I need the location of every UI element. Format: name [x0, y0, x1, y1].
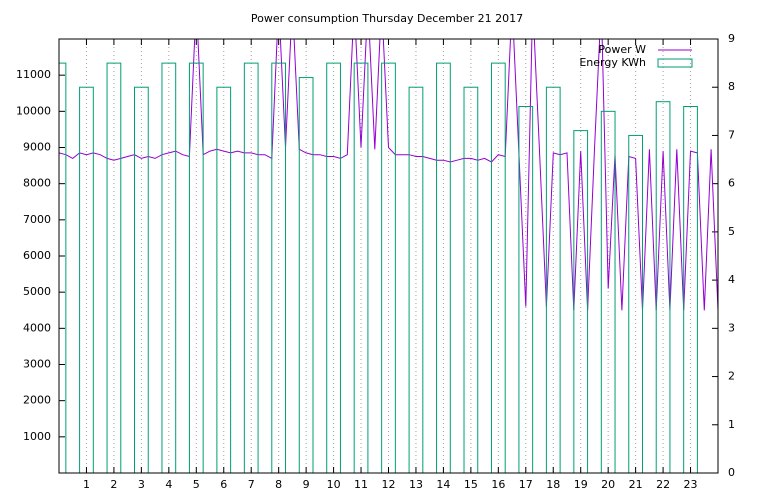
y2-tick-label: 2	[728, 370, 735, 383]
legend-label: Power W	[598, 43, 646, 56]
x-tick-label: 7	[248, 478, 255, 491]
y-tick-label: 8000	[23, 177, 51, 190]
power-line	[59, 39, 718, 311]
x-tick-label: 18	[546, 478, 560, 491]
y-tick-label: 1000	[23, 430, 51, 443]
y2-tick-label: 8	[728, 80, 735, 93]
x-tick-label: 2	[110, 478, 117, 491]
plot-border	[58, 38, 719, 474]
y2-tick-label: 4	[728, 273, 735, 286]
energy-bar	[518, 106, 534, 473]
y-tick-label: 5000	[23, 285, 51, 298]
x-tick-label: 14	[436, 478, 450, 491]
y-tick-label: 10000	[16, 104, 51, 117]
y2-tick-label: 7	[728, 128, 735, 141]
x-tick-label: 15	[464, 478, 478, 491]
chart-title: Power consumption Thursday December 21 2…	[251, 12, 523, 25]
energy-bar	[683, 106, 698, 473]
y2-tick-label: 1	[728, 418, 735, 431]
y-tick-label: 11000	[16, 68, 51, 81]
y-tick-label: 6000	[23, 249, 51, 262]
x-tick-label: 5	[193, 478, 200, 491]
x-tick-label: 11	[354, 478, 368, 491]
energy-bar	[573, 130, 589, 473]
x-tick-label: 12	[382, 478, 396, 491]
y-tick-label: 3000	[23, 358, 51, 371]
y2-tick-label: 3	[728, 321, 735, 334]
x-tick-label: 3	[138, 478, 145, 491]
x-tick-label: 13	[409, 478, 423, 491]
x-tick-label: 4	[165, 478, 172, 491]
y2-tick-label: 9	[728, 32, 735, 45]
legend-label: Energy KWh	[579, 56, 646, 69]
x-tick-label: 20	[601, 478, 615, 491]
x-tick-label: 21	[629, 478, 643, 491]
x-tick-label: 22	[656, 478, 670, 491]
energy-bar	[600, 110, 616, 473]
x-tick-label: 16	[491, 478, 505, 491]
y2-tick-label: 0	[728, 466, 735, 479]
x-tick-label: 10	[327, 478, 341, 491]
energy-bar	[628, 134, 643, 473]
x-tick-label: 19	[574, 478, 588, 491]
x-tick-label: 8	[275, 478, 282, 491]
x-tick-label: 1	[83, 478, 90, 491]
y-tick-label: 2000	[23, 394, 51, 407]
y-tick-label: 9000	[23, 141, 51, 154]
legend-swatch	[657, 58, 693, 68]
y-tick-label: 4000	[23, 321, 51, 334]
plot-area	[59, 39, 718, 473]
x-tick-label: 17	[519, 478, 533, 491]
x-tick-label: 23	[684, 478, 698, 491]
x-tick-label: 9	[303, 478, 310, 491]
x-tick-label: 6	[220, 478, 227, 491]
y2-tick-label: 6	[728, 177, 735, 190]
y-tick-label: 7000	[23, 213, 51, 226]
y2-tick-label: 5	[728, 225, 735, 238]
